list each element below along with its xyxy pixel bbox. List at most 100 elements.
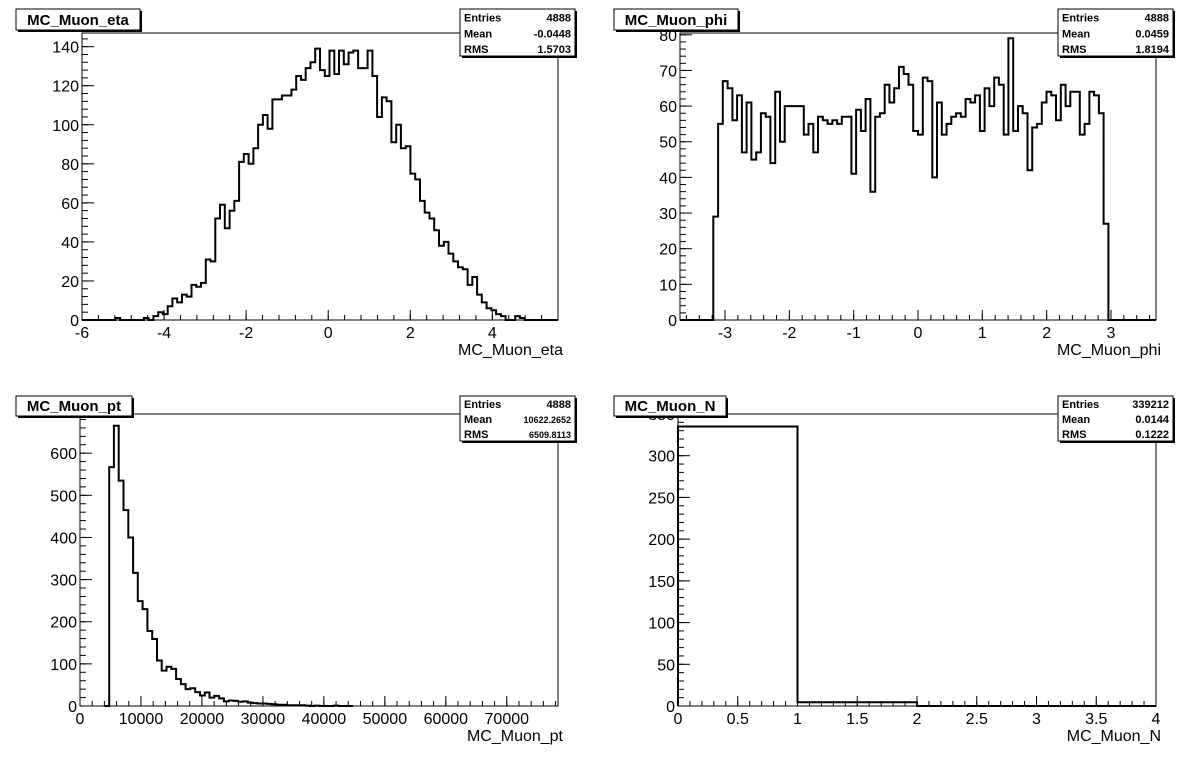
chart-title: MC_Muon_pt xyxy=(27,398,121,415)
title-box xyxy=(15,395,133,417)
stats-box xyxy=(1057,395,1174,442)
stats-value: 339212 xyxy=(1132,399,1169,411)
y-tick-label: 100 xyxy=(52,118,79,135)
y-tick-label: 200 xyxy=(648,532,675,549)
x-tick-label: -6 xyxy=(75,325,89,342)
x-tick-label: 1 xyxy=(793,711,802,728)
stats-value: 4888 xyxy=(1145,13,1169,25)
stats-label: RMS xyxy=(1062,44,1086,56)
y-tick-label: 100 xyxy=(50,657,77,674)
histogram-line xyxy=(677,425,1156,707)
stats-value: 0.0459 xyxy=(1135,28,1169,40)
title-box xyxy=(613,8,739,31)
y-tick-label: 50 xyxy=(659,135,677,152)
y-tick-label: 80 xyxy=(61,157,79,174)
x-tick-label: 1 xyxy=(978,325,987,342)
x-tick-label: 2 xyxy=(913,711,922,728)
title-box xyxy=(613,395,727,417)
x-tick-label: -4 xyxy=(157,325,171,342)
chart-title: MC_Muon_eta xyxy=(27,12,129,29)
plot-frame xyxy=(81,32,559,321)
x-tick-label: 1.5 xyxy=(846,711,868,728)
stats-label: RMS xyxy=(464,429,488,441)
stats-label: Mean xyxy=(1062,28,1090,40)
x-tick-label: 4 xyxy=(1152,711,1161,728)
x-tick-label: 2.5 xyxy=(966,711,988,728)
x-axis-title: MC_Muon_phi xyxy=(1057,342,1161,359)
x-tick-label: 0 xyxy=(76,711,85,728)
y-tick-label: 100 xyxy=(648,616,675,633)
x-axis-title: MC_Muon_N xyxy=(1067,728,1161,745)
stats-value: -0.0448 xyxy=(534,28,571,40)
chart-title: MC_Muon_N xyxy=(625,398,716,415)
stats-value: 4888 xyxy=(547,399,571,411)
x-tick-label: -1 xyxy=(847,325,861,342)
histogram-line xyxy=(680,37,1156,321)
x-tick-label: 30000 xyxy=(241,711,286,728)
y-tick-label: 10 xyxy=(659,277,677,294)
x-tick-label: 0.5 xyxy=(727,711,749,728)
stats-value: 0.0144 xyxy=(1135,414,1170,426)
stats-label: Entries xyxy=(464,13,501,25)
stats-label: Mean xyxy=(1062,414,1090,426)
x-axis-title: MC_Muon_eta xyxy=(458,342,563,359)
stats-label: Entries xyxy=(1062,13,1099,25)
x-axis-title: MC_Muon_pt xyxy=(467,728,564,745)
x-tick-label: 50000 xyxy=(363,711,408,728)
plot-frame xyxy=(679,32,1157,321)
histogram-line xyxy=(82,47,558,321)
y-tick-label: 40 xyxy=(659,170,677,187)
histogram-pad: 0 10000 20000 30000 40000 50000 60000 70000 0 100… xyxy=(15,395,577,745)
stats-value: 6509.8113 xyxy=(529,430,571,440)
x-tick-label: 3 xyxy=(1032,711,1041,728)
stats-value: 0.1222 xyxy=(1135,429,1169,441)
y-tick-label: 0 xyxy=(70,313,79,330)
stats-box xyxy=(459,8,576,57)
y-tick-label: 0 xyxy=(68,699,77,716)
x-tick-label: 70000 xyxy=(485,711,530,728)
y-tick-label: 140 xyxy=(52,40,79,57)
histogram-pad: 00.511.522.533.54050100150200250300350MC… xyxy=(613,395,1175,745)
y-tick-label: 0 xyxy=(666,699,675,716)
y-tick-label: 400 xyxy=(50,530,77,547)
y-tick-label: 300 xyxy=(648,449,675,466)
x-tick-label: 3 xyxy=(1107,325,1116,342)
stats-value: 1.5703 xyxy=(537,44,571,56)
stats-value: 10622.2652 xyxy=(523,415,571,425)
stats-box xyxy=(1057,8,1174,57)
y-tick-label: 120 xyxy=(52,79,79,96)
y-tick-label: 40 xyxy=(61,235,79,252)
stats-value: 4888 xyxy=(547,13,571,25)
x-tick-label: 2 xyxy=(1042,325,1051,342)
x-tick-label: 60000 xyxy=(424,711,469,728)
x-tick-label: 0 xyxy=(324,325,333,342)
y-tick-label: 0 xyxy=(668,313,677,330)
chart-title: MC_Muon_phi xyxy=(625,12,728,29)
y-tick-label: 20 xyxy=(659,242,677,259)
x-tick-label: 20000 xyxy=(180,711,225,728)
y-tick-label: 200 xyxy=(50,615,77,632)
stats-label: Entries xyxy=(1062,399,1099,411)
y-tick-label: 70 xyxy=(659,63,677,80)
y-tick-label: 30 xyxy=(659,206,677,223)
plot-frame xyxy=(79,413,559,707)
histogram-pad: -6 -4 -2 0 2 4020406080100120140MC_Muon_etaMC… xyxy=(15,8,577,359)
x-tick-label: 10000 xyxy=(119,711,164,728)
y-tick-label: 50 xyxy=(657,657,675,674)
histogram-line xyxy=(104,424,353,707)
plot-frame xyxy=(677,413,1157,707)
x-tick-label: 4 xyxy=(488,325,497,342)
y-tick-label: 600 xyxy=(50,446,77,463)
y-tick-label: 150 xyxy=(648,574,675,591)
y-tick-label: 80 xyxy=(659,28,677,45)
title-box xyxy=(15,8,141,31)
stats-value: 1.8194 xyxy=(1135,44,1170,56)
x-tick-label: 40000 xyxy=(302,711,347,728)
x-tick-label: 3.5 xyxy=(1085,711,1107,728)
y-tick-label: 60 xyxy=(61,196,79,213)
histogram-pad: -3 -2 -1 0 1 2 301020304050607080MC_Muon_phiMC… xyxy=(613,8,1175,359)
y-tick-label: 500 xyxy=(50,488,77,505)
x-tick-label: -2 xyxy=(239,325,253,342)
stats-label: RMS xyxy=(464,44,488,56)
